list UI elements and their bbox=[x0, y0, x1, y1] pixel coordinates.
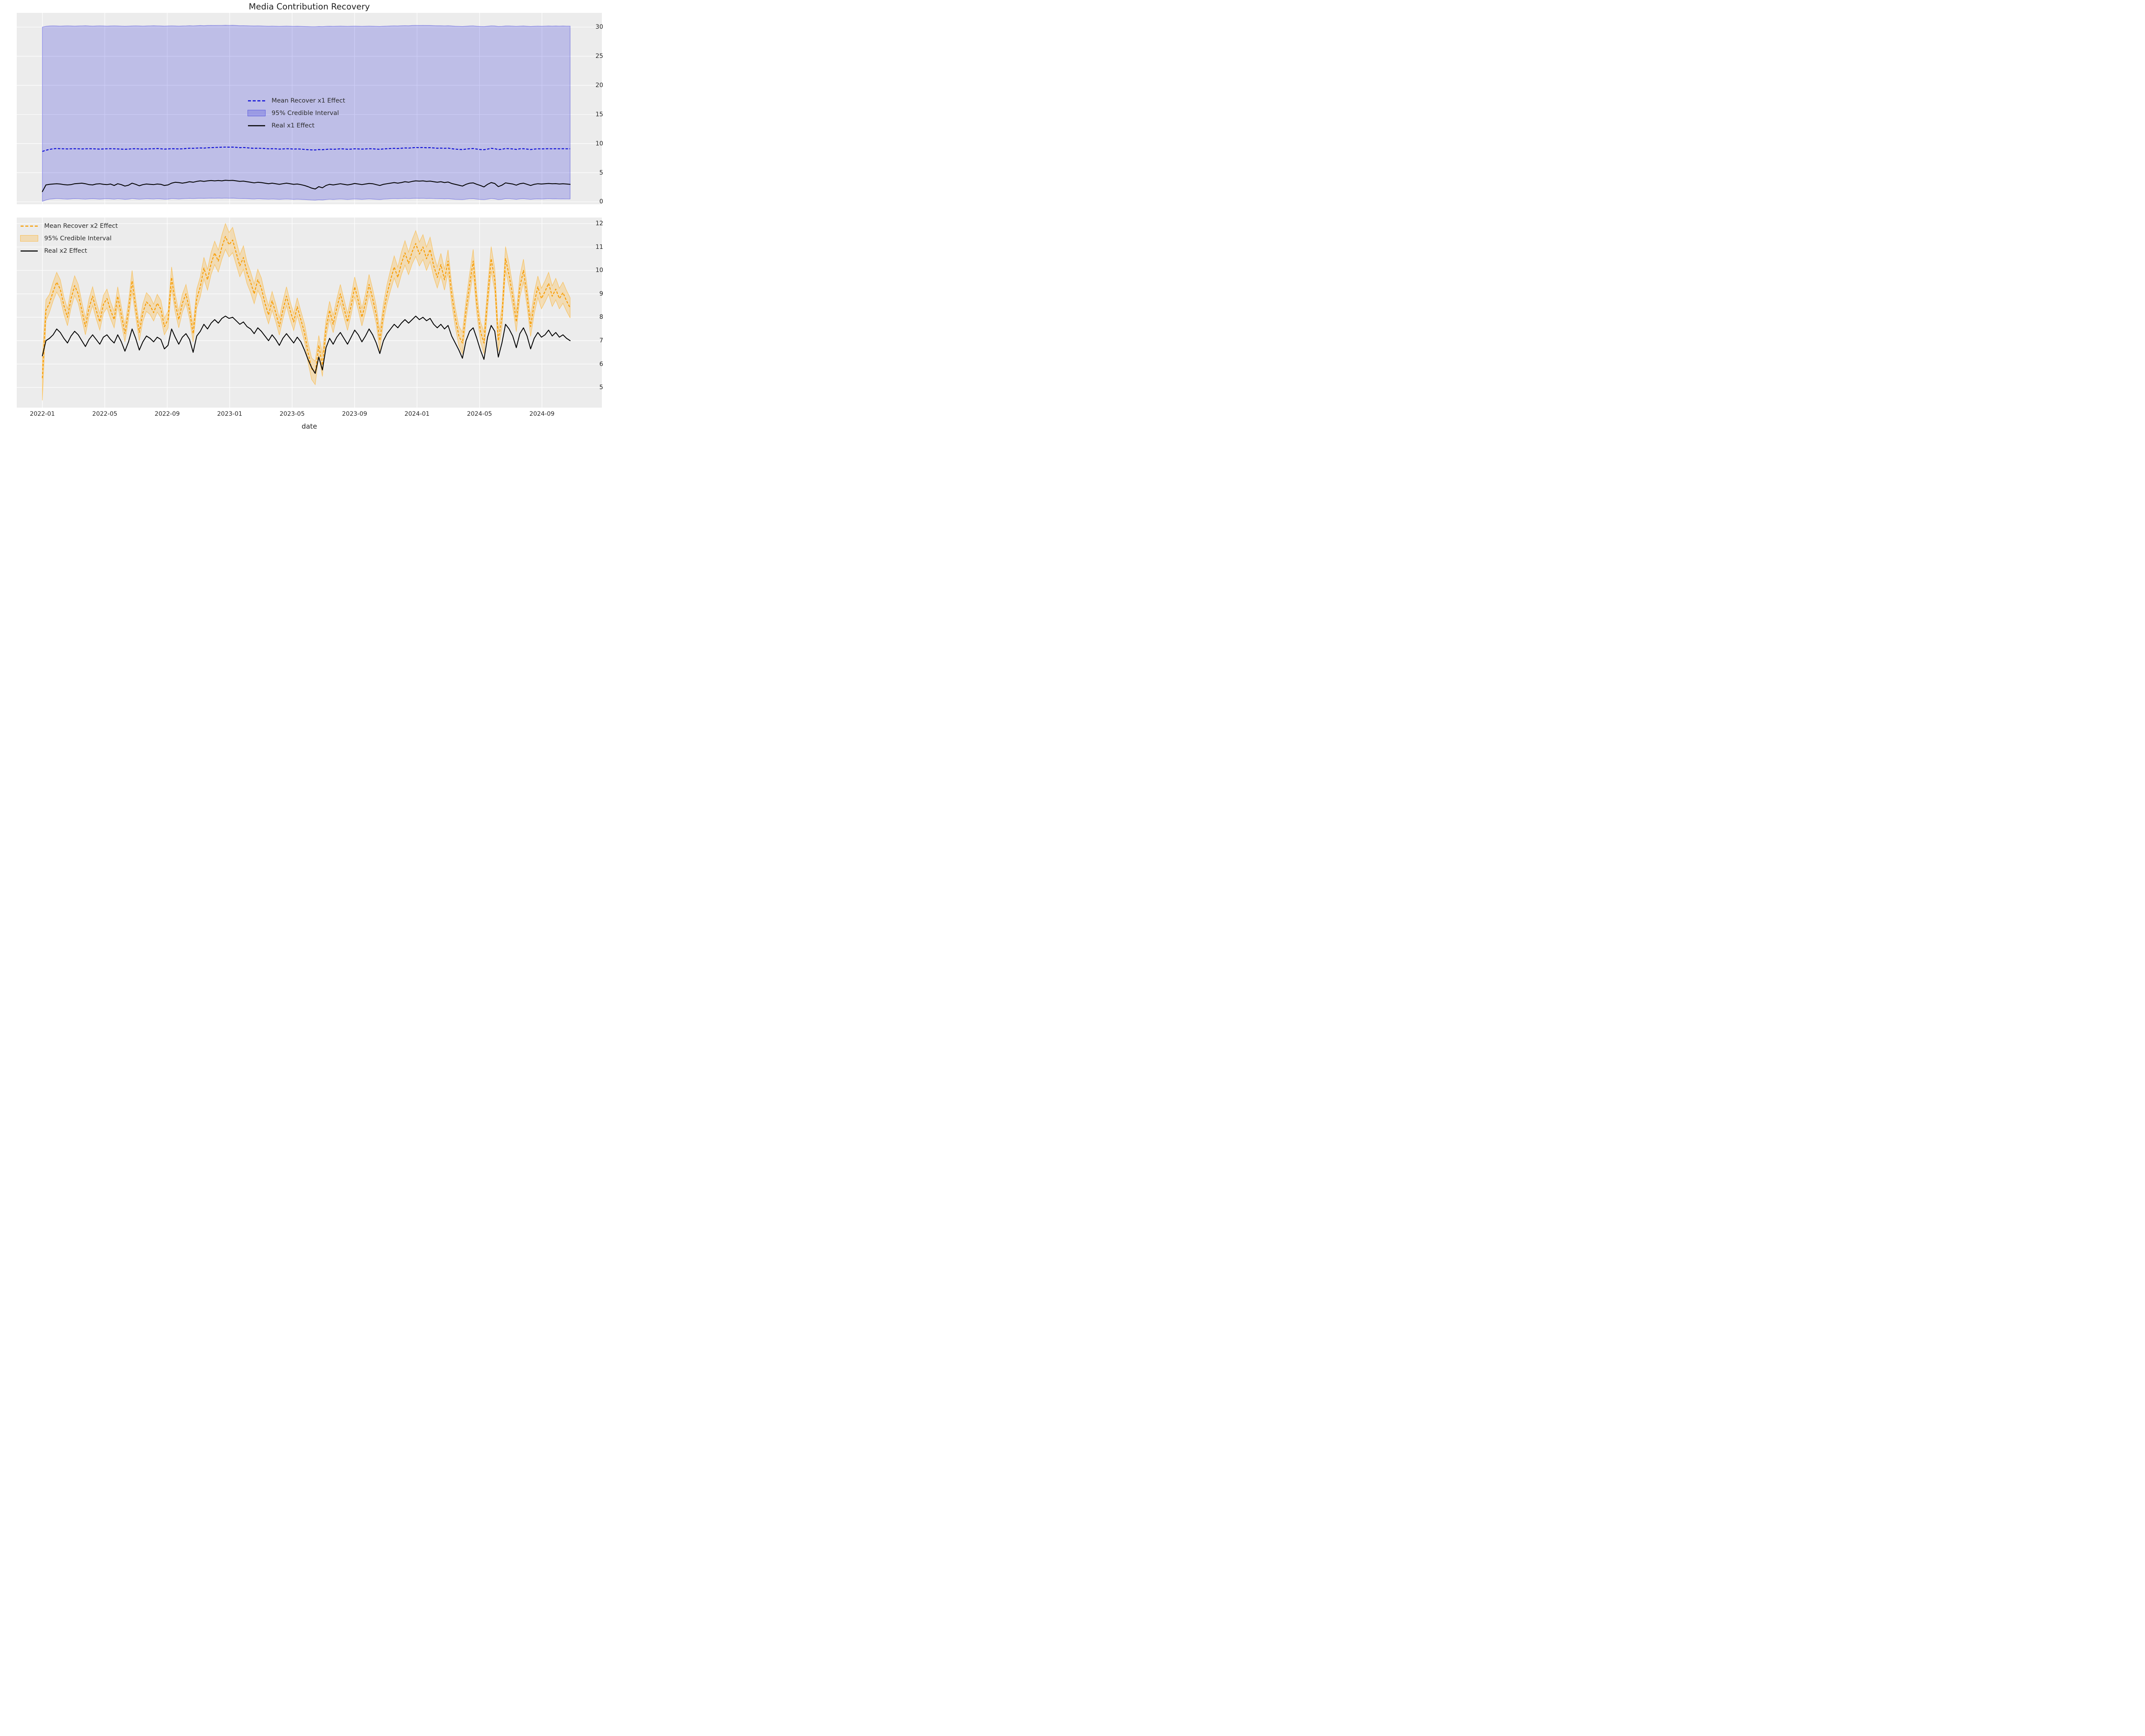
x-axis-label: date bbox=[301, 422, 317, 430]
x2-legend: Mean Recover x2 Effect 95% Credible Inte… bbox=[20, 220, 118, 257]
legend-item: Mean Recover x1 Effect bbox=[248, 94, 345, 107]
mean-x1-line-sample bbox=[248, 100, 265, 101]
y-tick-x1-10: 10 bbox=[595, 140, 603, 147]
mean-x2-line-sample bbox=[21, 225, 38, 227]
y-tick-x2-5: 5 bbox=[599, 384, 603, 391]
legend-item: Mean Recover x2 Effect bbox=[20, 220, 118, 232]
y-tick-x2-6: 6 bbox=[599, 360, 603, 368]
y-tick-x1-25: 25 bbox=[595, 53, 603, 60]
x1-ci-patch-sample bbox=[248, 110, 266, 116]
y-tick-x1-5: 5 bbox=[599, 169, 603, 176]
y-tick-x1-15: 15 bbox=[595, 111, 603, 118]
chart-title: Media Contribution Recovery bbox=[248, 2, 370, 12]
y-tick-x2-7: 7 bbox=[599, 337, 603, 344]
legend-label: Mean Recover x2 Effect bbox=[44, 222, 118, 230]
x2-plot-canvas bbox=[17, 218, 602, 408]
y-tick-x2-10: 10 bbox=[595, 267, 603, 274]
legend-label: Mean Recover x1 Effect bbox=[272, 97, 345, 104]
x2-ci-patch-sample bbox=[20, 235, 38, 242]
x1-plot-canvas bbox=[17, 13, 602, 204]
legend-label: 95% Credible Interval bbox=[44, 235, 112, 242]
legend-item: Real x1 Effect bbox=[248, 119, 345, 132]
real-x1-line-sample bbox=[248, 125, 265, 126]
x-tick-2023-09: 2023-09 bbox=[342, 411, 367, 417]
y-tick-x1-0: 0 bbox=[599, 198, 603, 206]
y-tick-x2-12: 12 bbox=[595, 220, 603, 227]
x-tick-2024-09: 2024-09 bbox=[529, 411, 555, 417]
legend-label: Real x1 Effect bbox=[272, 122, 315, 129]
real-x2-line-sample bbox=[21, 250, 38, 251]
x1-legend: Mean Recover x1 Effect 95% Credible Inte… bbox=[248, 94, 345, 132]
x-tick-2022-05: 2022-05 bbox=[92, 411, 118, 417]
legend-label: Real x2 Effect bbox=[44, 247, 88, 254]
x-tick-2023-05: 2023-05 bbox=[279, 411, 305, 417]
x2-effect-plot bbox=[17, 218, 602, 408]
x-tick-2023-01: 2023-01 bbox=[217, 411, 242, 417]
x-tick-2024-01: 2024-01 bbox=[404, 411, 430, 417]
y-tick-x1-20: 20 bbox=[595, 82, 603, 89]
legend-item: 95% Credible Interval bbox=[248, 107, 345, 119]
legend-item: 95% Credible Interval bbox=[20, 232, 118, 245]
y-tick-x2-8: 8 bbox=[599, 314, 603, 321]
y-tick-x2-9: 9 bbox=[599, 290, 603, 297]
figure: Media Contribution Recovery 0 5 10 15 20 25 30… bbox=[0, 0, 606, 434]
x-tick-2024-05: 2024-05 bbox=[467, 411, 492, 417]
x-tick-2022-09: 2022-09 bbox=[154, 411, 180, 417]
x-tick-2022-01: 2022-01 bbox=[30, 411, 55, 417]
x1-effect-plot bbox=[17, 13, 602, 204]
y-tick-x1-30: 30 bbox=[595, 24, 603, 31]
legend-label: 95% Credible Interval bbox=[272, 109, 339, 117]
legend-item: Real x2 Effect bbox=[20, 245, 118, 257]
y-tick-x2-11: 11 bbox=[595, 243, 603, 251]
